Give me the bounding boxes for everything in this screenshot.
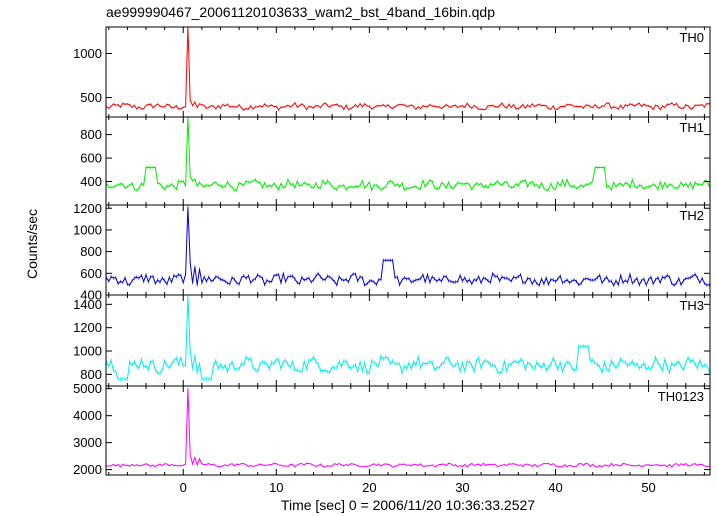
y-tick-label: 3000 xyxy=(73,435,102,450)
y-tick-label: 600 xyxy=(80,266,102,281)
panel-frame-th3 xyxy=(105,294,711,387)
x-tick-label: 10 xyxy=(269,480,283,495)
chart-title: ae999990467_20061120103633_wam2_bst_4ban… xyxy=(106,4,495,20)
x-tick-label: 0 xyxy=(180,480,187,495)
y-tick-label: 5000 xyxy=(73,381,102,396)
error-bars-th0 xyxy=(106,27,710,111)
y-tick-label: 1000 xyxy=(73,46,102,61)
x-tick-label: 40 xyxy=(548,480,562,495)
panel-label-th3: TH3 xyxy=(679,298,704,313)
error-bars-th2 xyxy=(106,205,710,288)
panel-label-th1: TH1 xyxy=(679,120,704,135)
y-tick-label: 600 xyxy=(80,151,102,166)
x-tick-label: 50 xyxy=(641,480,655,495)
y-tick-label: 500 xyxy=(80,90,102,105)
series-th1 xyxy=(106,116,710,192)
y-tick-label: 800 xyxy=(80,127,102,142)
panel-label-th2: TH2 xyxy=(679,208,704,223)
y-tick-label: 400 xyxy=(80,174,102,189)
y-tick-label: 1200 xyxy=(73,320,102,335)
y-tick-label: 2000 xyxy=(73,462,102,477)
y-axis-label: Counts/sec xyxy=(24,208,40,280)
series-th3 xyxy=(106,296,710,380)
y-tick-label: 1000 xyxy=(73,344,102,359)
x-tick-label: 20 xyxy=(362,480,376,495)
panel-frame-th0 xyxy=(105,26,711,118)
y-tick-label: 1000 xyxy=(73,222,102,237)
error-bars-th0123 xyxy=(106,388,710,468)
error-bars-th1 xyxy=(106,117,710,192)
y-tick-label: 1400 xyxy=(73,297,102,312)
panel-frame-th1 xyxy=(105,116,711,206)
panel-label-th0: TH0 xyxy=(679,30,704,45)
series-th0123 xyxy=(106,388,710,468)
y-tick-label: 1200 xyxy=(73,201,102,216)
x-tick-label: 30 xyxy=(455,480,469,495)
panel-frame-th0123 xyxy=(105,385,711,476)
panel-label-th0123: TH0123 xyxy=(658,389,704,404)
x-axis-label: Time [sec] 0 = 2006/11/20 10:36:33.2527 xyxy=(280,497,536,513)
y-tick-label: 4000 xyxy=(73,408,102,423)
series-th2 xyxy=(106,207,710,287)
y-tick-label: 800 xyxy=(80,367,102,382)
y-tick-label: 400 xyxy=(80,288,102,303)
y-tick-label: 800 xyxy=(80,244,102,259)
series-th0 xyxy=(106,26,710,111)
